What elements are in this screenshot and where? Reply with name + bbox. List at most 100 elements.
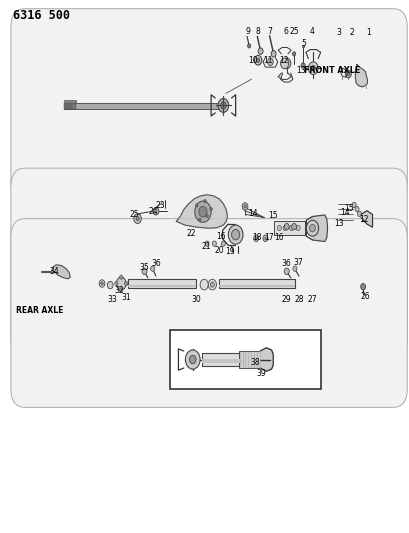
Text: 14: 14 (339, 208, 349, 217)
FancyBboxPatch shape (11, 168, 406, 357)
Text: 22: 22 (186, 229, 196, 238)
Text: 15: 15 (267, 212, 277, 221)
Text: 5: 5 (301, 39, 306, 48)
Text: 28: 28 (294, 295, 303, 304)
Circle shape (228, 225, 243, 244)
Circle shape (280, 58, 288, 69)
Text: 19: 19 (224, 247, 234, 256)
FancyBboxPatch shape (11, 219, 406, 407)
Bar (71, 103, 73, 109)
Text: 13: 13 (333, 219, 343, 228)
Text: 27: 27 (306, 295, 316, 304)
Text: 12: 12 (359, 215, 368, 224)
Circle shape (300, 63, 304, 68)
Circle shape (309, 224, 315, 232)
Text: 16: 16 (216, 232, 225, 241)
Circle shape (256, 58, 259, 62)
Text: 8: 8 (255, 27, 259, 36)
Text: 23: 23 (155, 201, 164, 210)
Circle shape (116, 277, 126, 290)
Text: 1: 1 (365, 28, 370, 37)
Bar (201, 359, 242, 363)
Text: 37: 37 (292, 258, 302, 266)
Bar (219, 279, 294, 288)
Text: 15: 15 (343, 204, 353, 213)
Bar (74, 103, 76, 109)
Circle shape (107, 281, 113, 289)
Bar (201, 353, 242, 366)
Text: 12: 12 (278, 56, 288, 64)
Text: 36: 36 (281, 260, 291, 268)
Circle shape (270, 51, 275, 57)
Circle shape (242, 203, 247, 210)
Circle shape (282, 58, 290, 69)
Text: 14: 14 (247, 209, 257, 218)
Text: 10: 10 (247, 56, 257, 64)
Text: 31: 31 (121, 293, 131, 302)
Circle shape (198, 218, 200, 221)
Text: 30: 30 (191, 295, 200, 304)
Text: 2: 2 (349, 28, 354, 37)
Circle shape (210, 282, 214, 287)
Circle shape (267, 58, 272, 66)
Circle shape (99, 280, 105, 287)
Circle shape (203, 199, 206, 203)
Polygon shape (260, 348, 272, 371)
Bar (64, 103, 221, 109)
Circle shape (198, 206, 207, 217)
Text: 35: 35 (139, 263, 149, 271)
Text: 38: 38 (249, 358, 259, 367)
Circle shape (101, 282, 103, 285)
Circle shape (204, 241, 209, 246)
Circle shape (220, 102, 226, 109)
Circle shape (136, 216, 139, 221)
Text: 9: 9 (245, 27, 249, 36)
Circle shape (310, 66, 315, 71)
FancyBboxPatch shape (11, 9, 406, 201)
Text: 17: 17 (264, 233, 273, 243)
Bar (274, 221, 304, 235)
Circle shape (119, 275, 123, 279)
Circle shape (247, 44, 250, 48)
Text: 26: 26 (360, 292, 369, 301)
Circle shape (295, 225, 299, 231)
Text: 25: 25 (289, 27, 298, 36)
Text: 25: 25 (130, 210, 139, 219)
Polygon shape (312, 215, 327, 241)
Bar (64, 103, 66, 109)
Circle shape (283, 268, 288, 274)
Circle shape (292, 266, 296, 271)
Circle shape (345, 70, 351, 78)
Circle shape (282, 225, 286, 231)
Circle shape (115, 281, 118, 286)
Polygon shape (176, 195, 227, 228)
Bar (64, 100, 76, 103)
Text: 33: 33 (107, 295, 117, 304)
Bar (66, 103, 68, 109)
Circle shape (205, 214, 208, 217)
Text: 6316 500: 6316 500 (13, 9, 70, 22)
Text: 21: 21 (200, 243, 210, 252)
Circle shape (253, 235, 258, 241)
Circle shape (289, 225, 293, 231)
Text: 34: 34 (49, 268, 59, 276)
Bar (128, 279, 195, 288)
Text: 16: 16 (274, 233, 283, 243)
Circle shape (218, 99, 228, 112)
Circle shape (208, 279, 216, 290)
Text: 6: 6 (282, 27, 287, 36)
Circle shape (189, 356, 196, 364)
Text: 39: 39 (256, 369, 265, 378)
Polygon shape (52, 265, 70, 279)
Text: 7: 7 (267, 27, 272, 36)
Text: REAR AXLE: REAR AXLE (16, 305, 63, 314)
Circle shape (209, 207, 212, 211)
Circle shape (119, 288, 123, 292)
Circle shape (124, 281, 128, 286)
Text: FRONT AXLE: FRONT AXLE (303, 66, 359, 75)
Circle shape (194, 201, 211, 222)
Circle shape (354, 206, 358, 212)
Circle shape (221, 241, 225, 246)
Text: 36: 36 (151, 259, 160, 268)
Circle shape (263, 235, 267, 241)
